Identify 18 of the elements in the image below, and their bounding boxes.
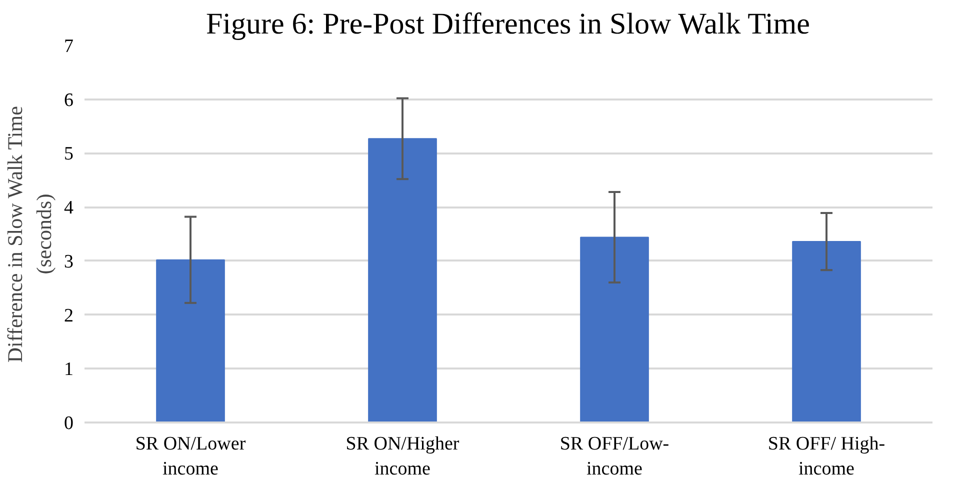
x-tick-label: SR ON/Higher income <box>346 434 460 480</box>
y-tick-label: 6 <box>64 90 74 111</box>
y-tick-label: 2 <box>64 305 74 326</box>
y-tick-label: 7 <box>64 36 74 57</box>
x-tick-label: SR OFF/Low-income <box>560 434 670 480</box>
y-tick-label: 0 <box>64 413 74 434</box>
x-tick-label: SR OFF/ High-income <box>768 434 886 480</box>
bar <box>580 236 649 422</box>
y-tick-label: 1 <box>64 359 74 380</box>
bar <box>792 241 861 422</box>
chart-title: Figure 6: Pre-Post Differences in Slow Walk Time <box>206 8 810 40</box>
y-tick-label: 3 <box>64 251 74 272</box>
y-tick-label: 5 <box>64 144 74 165</box>
x-tick-label: SR ON/Lower income <box>135 434 246 480</box>
y-tick-label: 4 <box>64 198 74 219</box>
bar <box>368 138 437 422</box>
bar <box>156 259 225 422</box>
y-axis-title: Difference in Slow Walk Time (seconds) <box>3 106 56 363</box>
